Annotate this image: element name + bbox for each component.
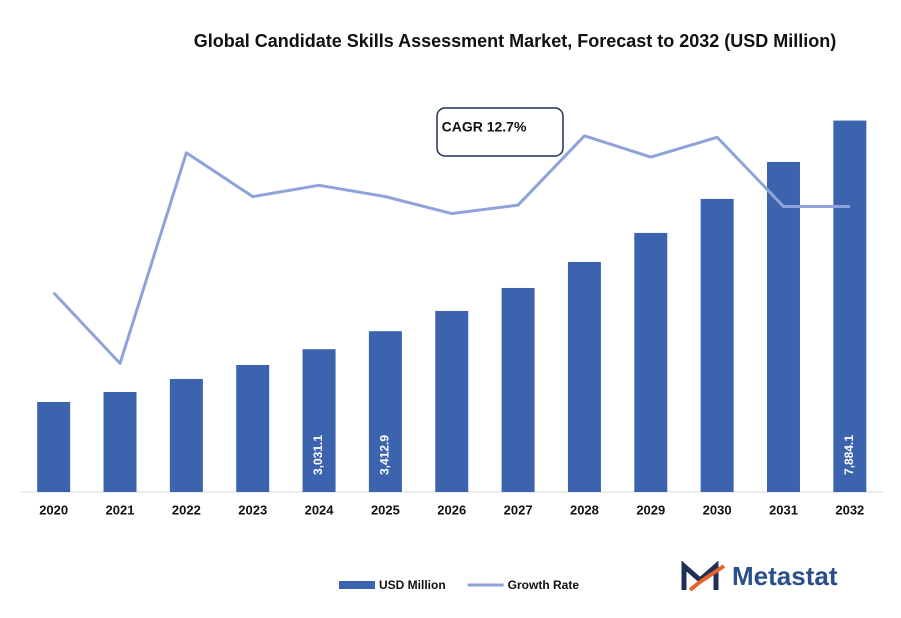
x-tick-label: 2021 bbox=[106, 502, 135, 517]
bar bbox=[37, 401, 71, 492]
value-label: 3,031.1 bbox=[311, 435, 325, 475]
legend-label: USD Million bbox=[379, 578, 446, 592]
x-tick-label: 2031 bbox=[769, 502, 798, 517]
x-tick-label: 2030 bbox=[703, 502, 732, 517]
bar bbox=[833, 120, 867, 492]
bar bbox=[368, 331, 402, 492]
x-tick-label: 2032 bbox=[835, 502, 864, 517]
bar bbox=[766, 161, 800, 492]
x-tick-label: 2020 bbox=[39, 502, 68, 517]
logo-icon-accent bbox=[688, 564, 726, 592]
bar bbox=[435, 310, 469, 492]
logo-icon bbox=[681, 560, 719, 590]
x-tick-label: 2022 bbox=[172, 502, 201, 517]
value-label: 3,412.9 bbox=[378, 435, 392, 475]
value-label: 7,884.1 bbox=[842, 435, 856, 475]
brand: Metastat bbox=[732, 561, 838, 591]
x-tick-label: 2026 bbox=[437, 502, 466, 517]
x-tick-label: 2029 bbox=[636, 502, 665, 517]
bar bbox=[103, 391, 137, 492]
x-tick-label: 2024 bbox=[305, 502, 335, 517]
legend-label: Growth Rate bbox=[508, 578, 580, 592]
x-tick-label: 2027 bbox=[504, 502, 533, 517]
line bbox=[52, 134, 850, 365]
logo: Metastat bbox=[681, 560, 838, 592]
bar bbox=[634, 232, 668, 492]
x-tick-label: 2025 bbox=[371, 502, 400, 517]
annotation: CAGR 12.7% bbox=[442, 119, 527, 135]
bar bbox=[567, 261, 601, 492]
bar bbox=[501, 287, 535, 492]
bar bbox=[302, 349, 336, 492]
bar bbox=[236, 364, 270, 492]
bar bbox=[169, 378, 203, 492]
x-tick-label: 2023 bbox=[238, 502, 267, 517]
legend-swatch bbox=[339, 581, 375, 589]
bar bbox=[700, 198, 734, 492]
annotation-box bbox=[436, 107, 564, 157]
chart-title: Global Candidate Skills Assessment Marke… bbox=[194, 31, 837, 51]
x-tick-label: 2028 bbox=[570, 502, 599, 517]
